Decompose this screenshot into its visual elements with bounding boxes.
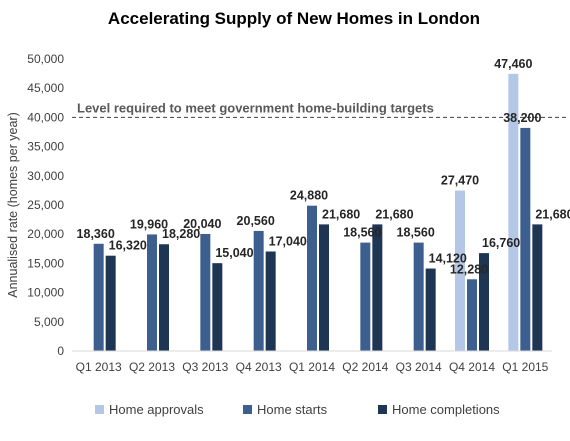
x-tick-label: Q4 2013 <box>236 360 282 374</box>
bar-home-approvals <box>508 73 519 351</box>
y-tick-label: 20,000 <box>27 227 64 241</box>
x-tick-label: Q1 2014 <box>289 360 335 374</box>
legend-label: Home approvals <box>109 402 204 417</box>
legend: Home approvals Home starts Home completion… <box>95 402 500 417</box>
data-label: 21,680 <box>322 207 360 221</box>
bar-home-approvals <box>455 190 465 351</box>
x-tick-label: Q3 2013 <box>182 360 228 374</box>
x-axis-ticks: Q1 2013 Q2 2013 Q3 2013 Q4 2013 Q1 2014 Q2 20… <box>76 360 549 374</box>
data-label: 16,760 <box>482 236 520 250</box>
reference-line-group: Level required to meet government home-b… <box>72 100 566 118</box>
legend-swatch <box>243 405 252 414</box>
x-tick-label: Q2 2014 <box>342 360 388 374</box>
y-tick-label: 40,000 <box>27 110 64 124</box>
bar-home-completions <box>319 224 329 351</box>
bar-home-completions <box>372 224 383 351</box>
data-label: 18,560 <box>397 226 435 240</box>
data-label: 12,280 <box>450 262 488 276</box>
bar-home-completions <box>212 263 223 351</box>
y-tick-label: 30,000 <box>27 169 64 183</box>
data-label: 14,120 <box>429 252 467 266</box>
bar-home-completions <box>425 268 436 351</box>
bar-home-starts <box>147 234 157 351</box>
data-label: 15,040 <box>215 246 253 260</box>
y-tick-label: 25,000 <box>27 198 64 212</box>
bar-home-starts <box>467 279 477 351</box>
chart-title: Accelerating Supply of New Homes in Lond… <box>108 9 480 28</box>
data-label: 21,680 <box>375 207 413 221</box>
data-label: 38,200 <box>503 111 541 125</box>
data-label: 16,320 <box>109 239 147 253</box>
data-label: 21,680 <box>535 207 570 221</box>
bars <box>93 73 543 351</box>
y-axis-ticks: 0 5,000 10,000 15,000 20,000 25,000 30,000 35,0… <box>27 52 64 358</box>
reference-line-label: Level required to meet government home-b… <box>77 100 434 115</box>
data-label: 19,960 <box>130 217 168 231</box>
legend-label: Home completions <box>392 402 500 417</box>
x-tick-label: Q3 2014 <box>396 360 442 374</box>
y-tick-label: 10,000 <box>27 286 64 300</box>
x-tick-label: Q1 2015 <box>502 360 548 374</box>
legend-label: Home starts <box>257 402 328 417</box>
bar-home-starts <box>253 230 264 351</box>
data-label: 47,460 <box>494 57 532 71</box>
bar-home-starts <box>307 205 317 351</box>
y-tick-label: 50,000 <box>27 52 64 66</box>
data-label: 27,470 <box>441 174 479 188</box>
y-tick-label: 5,000 <box>34 315 64 329</box>
legend-swatch <box>378 405 387 414</box>
bar-home-starts <box>360 242 371 351</box>
data-label: 20,560 <box>237 214 275 228</box>
bar-home-starts <box>520 127 531 351</box>
y-tick-label: 35,000 <box>27 140 64 154</box>
bar-home-starts <box>413 242 424 351</box>
y-axis-label: Annualised rate (homes per year) <box>6 112 20 298</box>
data-label: 17,040 <box>269 234 307 248</box>
x-tick-label: Q4 2014 <box>449 360 495 374</box>
data-label: 18,280 <box>162 227 200 241</box>
x-tick-label: Q1 2013 <box>76 360 122 374</box>
bar-home-completions <box>532 224 543 351</box>
legend-swatch <box>95 405 104 414</box>
data-label: 24,880 <box>290 189 328 203</box>
bar-home-completions <box>265 251 276 351</box>
data-label: 18,560 <box>343 226 381 240</box>
bar-home-completions <box>159 244 169 351</box>
bar-home-starts <box>200 233 211 351</box>
y-tick-label: 0 <box>57 344 64 358</box>
y-tick-label: 15,000 <box>27 256 64 270</box>
x-tick-label: Q2 2013 <box>129 360 175 374</box>
data-label: 20,040 <box>183 217 221 231</box>
data-label: 18,360 <box>77 227 115 241</box>
bar-home-starts <box>93 243 104 351</box>
y-tick-label: 45,000 <box>27 81 64 95</box>
bar-home-completions <box>479 253 489 351</box>
bar-home-completions <box>105 255 116 351</box>
